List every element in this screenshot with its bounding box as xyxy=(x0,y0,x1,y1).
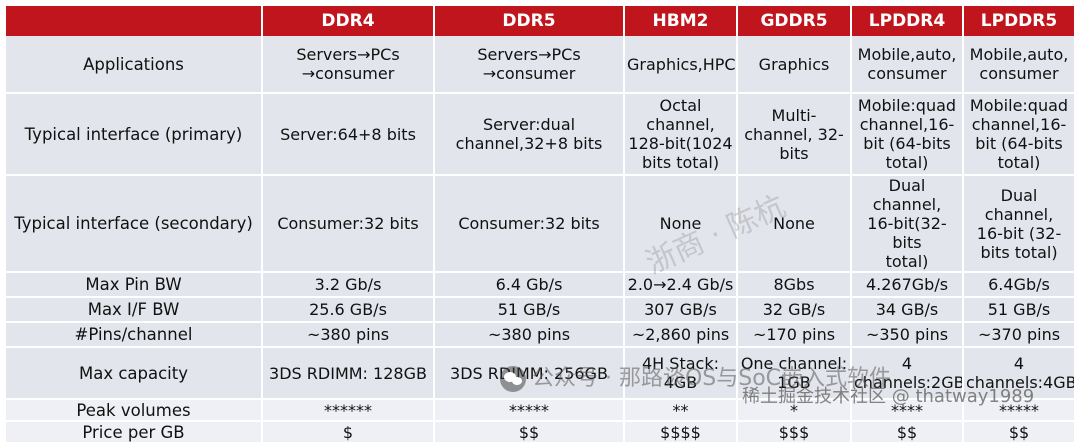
table-cell: 2.0→2.4 Gb/s xyxy=(625,273,738,298)
table-cell: 3DS RDIMM: 256GB xyxy=(435,348,625,400)
table-cell: ***** xyxy=(435,400,625,422)
table-cell: ***** xyxy=(964,400,1076,422)
table-cell: $$ xyxy=(964,422,1076,444)
table-row: Applications Servers→PCs →consumer Servers→… xyxy=(6,36,1076,94)
row-header: Max capacity xyxy=(6,348,263,400)
table-cell: $ xyxy=(263,422,435,444)
table-cell: 51 GB/s xyxy=(964,298,1076,323)
table-cell: ~350 pins xyxy=(852,323,964,348)
table-cell: Graphics xyxy=(738,36,852,94)
header-lpddr4: LPDDR4 xyxy=(852,6,964,36)
header-gddr5: GDDR5 xyxy=(738,6,852,36)
header-row: DDR4 DDR5 HBM2 GDDR5 LPDDR4 LPDDR5 xyxy=(6,6,1076,36)
table-cell: Servers→PCs →consumer xyxy=(263,36,435,94)
memory-comparison-table: DDR4 DDR5 HBM2 GDDR5 LPDDR4 LPDDR5 Applicatio… xyxy=(6,6,1076,444)
table-cell: Consumer:32 bits xyxy=(435,176,625,273)
table-cell: 3.2 Gb/s xyxy=(263,273,435,298)
table-cell: 3DS RDIMM: 128GB xyxy=(263,348,435,400)
table-cell: $$$ xyxy=(738,422,852,444)
row-header: Typical interface (primary) xyxy=(6,94,263,176)
table-cell: Consumer:32 bits xyxy=(263,176,435,273)
header-ddr5: DDR5 xyxy=(435,6,625,36)
table-cell: * xyxy=(738,400,852,422)
table-cell: ~170 pins xyxy=(738,323,852,348)
table-cell: $$$$ xyxy=(625,422,738,444)
table-row: Max I/F BW 25.6 GB/s 51 GB/s 307 GB/s 32 GB/… xyxy=(6,298,1076,323)
table-cell: Dual channel, 16-bit (32- bits total) xyxy=(964,176,1076,273)
table-cell: 34 GB/s xyxy=(852,298,964,323)
table-cell: ~380 pins xyxy=(263,323,435,348)
table-cell: 4.267Gb/s xyxy=(852,273,964,298)
table-cell: 51 GB/s xyxy=(435,298,625,323)
table-cell: **** xyxy=(852,400,964,422)
table-cell: ~380 pins xyxy=(435,323,625,348)
row-header: Max Pin BW xyxy=(6,273,263,298)
row-header: Applications xyxy=(6,36,263,94)
table-cell: Server:64+8 bits xyxy=(263,94,435,176)
table-cell: 6.4Gb/s xyxy=(964,273,1076,298)
table-row: Price per GB $ $$ $$$$ $$$ $$ $$ xyxy=(6,422,1076,444)
table-cell: 6.4 Gb/s xyxy=(435,273,625,298)
table-cell: Mobile,auto, consumer xyxy=(964,36,1076,94)
table-cell: Servers→PCs →consumer xyxy=(435,36,625,94)
table-cell: Server:dual channel,32+8 bits xyxy=(435,94,625,176)
table-cell: Graphics,HPC xyxy=(625,36,738,94)
table-cell: Multi-channel, 32- bits xyxy=(738,94,852,176)
table-cell: None xyxy=(625,176,738,273)
table-cell: 8Gbs xyxy=(738,273,852,298)
table-cell: 307 GB/s xyxy=(625,298,738,323)
row-header: Typical interface (secondary) xyxy=(6,176,263,273)
row-header: Price per GB xyxy=(6,422,263,444)
header-hbm2: HBM2 xyxy=(625,6,738,36)
table-cell: Mobile:quad channel,16- bit (64-bits total) xyxy=(852,94,964,176)
table-cell: Dual channel, 16-bit(32-bits total) xyxy=(852,176,964,273)
table-cell: ****** xyxy=(263,400,435,422)
row-header: Max I/F BW xyxy=(6,298,263,323)
table-cell: 4H Stack: 4GB xyxy=(625,348,738,400)
table-row: #Pins/channel ~380 pins ~380 pins ~2,860 pi… xyxy=(6,323,1076,348)
table-cell: ** xyxy=(625,400,738,422)
row-header: #Pins/channel xyxy=(6,323,263,348)
table-cell: ~2,860 pins xyxy=(625,323,738,348)
table-row: Typical interface (primary) Server:64+8 b… xyxy=(6,94,1076,176)
table-cell: 32 GB/s xyxy=(738,298,852,323)
table-cell: Mobile,auto, consumer xyxy=(852,36,964,94)
table-cell: ~370 pins xyxy=(964,323,1076,348)
table-row: Peak volumes ****** ***** ** * **** ***** xyxy=(6,400,1076,422)
table-row: Typical interface (secondary) Consumer:32… xyxy=(6,176,1076,273)
header-lpddr5: LPDDR5 xyxy=(964,6,1076,36)
header-ddr4: DDR4 xyxy=(263,6,435,36)
row-header: Peak volumes xyxy=(6,400,263,422)
table-row: Max Pin BW 3.2 Gb/s 6.4 Gb/s 2.0→2.4 Gb/s 8G… xyxy=(6,273,1076,298)
table-cell: Mobile:quad channel,16- bit (64-bits total) xyxy=(964,94,1076,176)
table-cell: One channel: 1GB xyxy=(738,348,852,400)
header-corner xyxy=(6,6,263,36)
table-cell: 25.6 GB/s xyxy=(263,298,435,323)
table-cell: Octal channel, 128-bit(1024 bits total) xyxy=(625,94,738,176)
table-cell: None xyxy=(738,176,852,273)
table-cell: $$ xyxy=(852,422,964,444)
table-cell: 4 channels:2GB xyxy=(852,348,964,400)
table-cell: 4 channels:4GB xyxy=(964,348,1076,400)
table-cell: $$ xyxy=(435,422,625,444)
table-row: Max capacity 3DS RDIMM: 128GB 3DS RDIMM: 2… xyxy=(6,348,1076,400)
table-body: Applications Servers→PCs →consumer Servers→… xyxy=(6,36,1076,444)
